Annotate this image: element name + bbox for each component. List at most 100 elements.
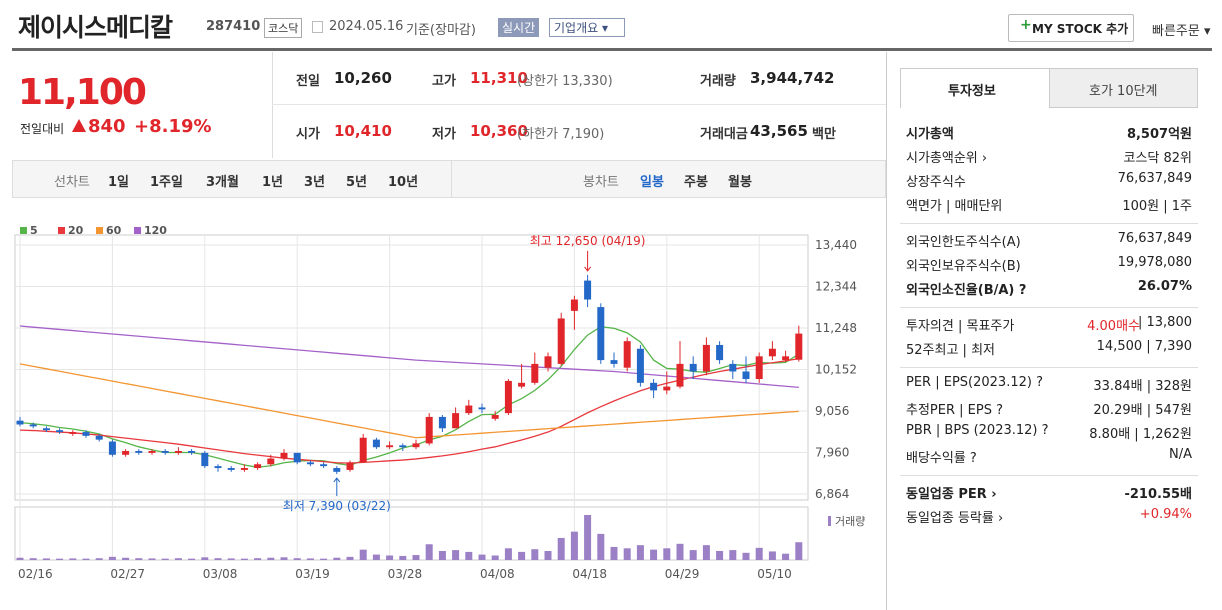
candle-body <box>782 356 790 361</box>
info-label: 시가총액 <box>906 127 954 142</box>
tab[interactable] <box>1049 68 1198 108</box>
candle-button[interactable]: 월봉 <box>728 175 752 190</box>
change: 840 <box>88 116 126 137</box>
tab-label[interactable]: 투자정보 <box>948 84 996 99</box>
calendar-icon <box>312 21 323 33</box>
candle-body <box>42 428 50 431</box>
volume-bar <box>214 558 222 560</box>
candle-body <box>438 416 446 429</box>
period-button[interactable]: 3년 <box>304 175 326 190</box>
info-value: 26.07% <box>1137 279 1192 294</box>
candle-body <box>254 464 262 469</box>
info-label: PBR | BPS (2023.12) ? <box>906 423 1049 438</box>
basis: 기준(장마감) <box>406 23 476 38</box>
candle-body <box>333 468 341 472</box>
volume-bar <box>782 553 790 560</box>
x-tick-label: 04/29 <box>665 567 700 581</box>
candle-body <box>676 363 684 387</box>
legend-label: 5 <box>30 224 38 237</box>
volume-bar <box>689 550 697 560</box>
volume-bar <box>359 549 367 560</box>
candle-body <box>465 405 473 414</box>
y-tick-label: 13,440 <box>815 238 857 252</box>
volume-bar <box>478 554 486 560</box>
tab-label[interactable]: 호가 10단계 <box>1089 84 1158 99</box>
annotation: 최고 12,650 (04/19) <box>530 234 646 248</box>
candle-button[interactable]: 주봉 <box>684 175 708 190</box>
quick-order[interactable]: 빠른주문 ▾ <box>1152 24 1211 39</box>
period-button[interactable]: 1일 <box>108 175 130 190</box>
realtime-button[interactable]: 실시간 <box>498 18 540 37</box>
period-button[interactable]: 1주일 <box>150 175 183 190</box>
volume-bar <box>280 557 288 560</box>
candle-body <box>56 430 64 433</box>
candle-body <box>636 348 644 383</box>
info-label: 52주최고 | 최저 <box>906 343 995 358</box>
period-button[interactable]: 3개월 <box>206 175 239 190</box>
y-tick-label: 10,152 <box>815 363 857 377</box>
period-button[interactable]: 10년 <box>388 175 419 190</box>
volume-bar <box>82 558 90 560</box>
candle-body <box>386 445 394 448</box>
stat-value: 11,310 <box>470 69 528 87</box>
candle-body <box>16 420 24 425</box>
volume-bar <box>597 533 605 560</box>
volume-bar <box>227 558 235 560</box>
period-button[interactable]: 5년 <box>346 175 368 190</box>
y-tick-label: 7,960 <box>815 446 849 460</box>
plot-frame <box>14 234 809 501</box>
candle-body <box>148 450 156 453</box>
volume-bar <box>518 551 526 560</box>
candle-body <box>663 386 671 391</box>
stat-value: 10,260 <box>334 69 392 87</box>
volume-bar <box>650 549 658 560</box>
stat-value: 10,360 <box>470 122 528 140</box>
info-label: 투자의견 | 목표주가 <box>906 319 1015 334</box>
date: 2024.05.16 <box>329 19 404 34</box>
y-tick-label: 6,864 <box>815 487 849 501</box>
info-value: 76,637,849 <box>1117 231 1192 246</box>
chart: 13,440 12,344 11,248 10,152 9,056 7,960 6,864 0… <box>14 224 865 581</box>
volume-bar <box>29 558 37 560</box>
tab-active[interactable] <box>900 68 1050 108</box>
overview-button[interactable]: 기업개요 ▾ <box>549 18 625 37</box>
candle-body <box>531 363 539 383</box>
stat-label: 전일 <box>296 74 320 89</box>
volume-bar <box>465 551 473 560</box>
annotation-arrow <box>333 477 341 497</box>
stat-unit: 백만 <box>812 127 836 142</box>
volume-bar <box>69 558 77 560</box>
candle-body <box>346 462 354 470</box>
candle-body <box>306 462 314 465</box>
candle-body <box>584 280 592 300</box>
candle-body <box>214 466 222 469</box>
mystock-button[interactable] <box>1008 14 1134 42</box>
mystock-text[interactable]: MY STOCK 추가 <box>1032 22 1129 36</box>
volume-bar <box>267 557 275 560</box>
stock-code: 287410 <box>206 19 261 34</box>
candle-body <box>478 407 486 410</box>
info-value: 100원 | 1주 <box>1122 199 1192 214</box>
ma-line <box>19 357 799 464</box>
volume-bar <box>108 556 116 560</box>
candle-body <box>293 452 301 463</box>
stat-extra: (하한가 7,190) <box>517 127 605 142</box>
volume-bar <box>174 558 182 560</box>
candle-body <box>201 452 209 467</box>
annotation-arrow <box>584 250 591 272</box>
info-value: | 13,800 <box>1138 315 1192 330</box>
volume-bar <box>636 545 644 560</box>
candle-button[interactable]: 일봉 <box>640 175 664 190</box>
period-button[interactable]: 1년 <box>262 175 284 190</box>
volume-bar <box>254 558 262 560</box>
info-value: 20.29배 | 547원 <box>1093 403 1192 418</box>
stat-label: 시가 <box>296 127 320 142</box>
volume-bar <box>768 551 776 560</box>
volume-bar <box>663 548 671 560</box>
volume-bar <box>531 549 539 560</box>
panel-divider <box>886 52 887 610</box>
volume-label: 거래량 <box>835 515 865 528</box>
x-tick-label: 04/08 <box>480 567 515 581</box>
